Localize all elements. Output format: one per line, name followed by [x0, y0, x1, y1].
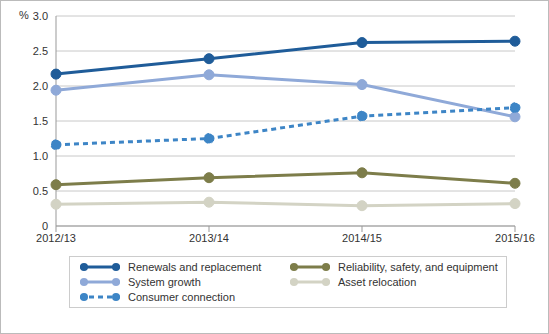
svg-text:2.5: 2.5	[33, 45, 48, 57]
svg-text:2014/15: 2014/15	[342, 232, 382, 244]
html-text:Reliability, safety, and equip: Reliability, safety, and equipment	[338, 261, 498, 273]
svg-text:2013/14: 2013/14	[189, 232, 229, 244]
svg-text:0: 0	[42, 220, 48, 232]
html-text:System growth: System growth	[128, 276, 201, 288]
svg-text:3.0: 3.0	[33, 10, 48, 22]
html-text:Consumer connection: Consumer connection	[128, 291, 235, 303]
svg-text:2015/16: 2015/16	[495, 232, 535, 244]
svg-text:2012/13: 2012/13	[36, 232, 76, 244]
svg-text:2.0: 2.0	[33, 80, 48, 92]
svg-text:1.5: 1.5	[33, 115, 48, 127]
html-text:Asset relocation: Asset relocation	[338, 276, 417, 288]
html-text:Renewals and replacement: Renewals and replacement	[128, 261, 262, 273]
svg-text:0.5: 0.5	[33, 185, 48, 197]
svg-text:1.0: 1.0	[33, 150, 48, 162]
